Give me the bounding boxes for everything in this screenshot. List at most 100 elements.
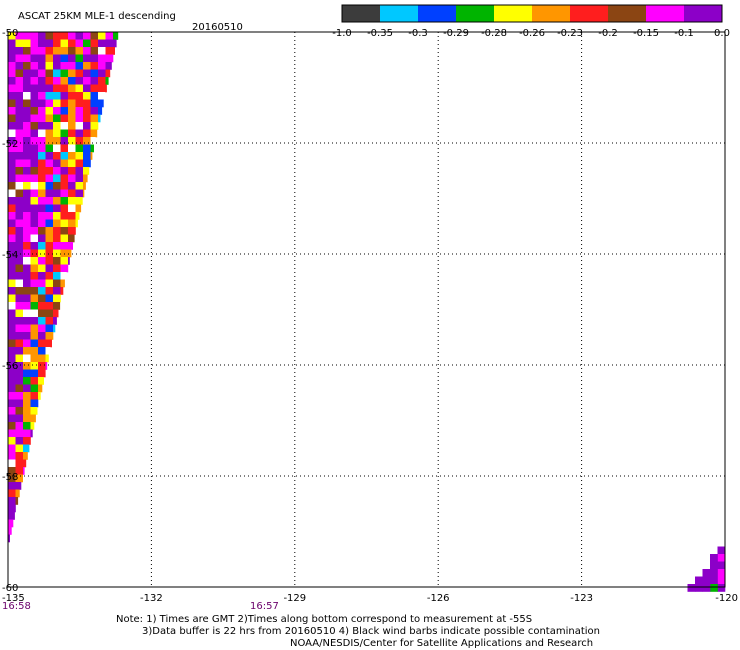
data-cell (30, 399, 39, 408)
data-cell (90, 122, 99, 130)
data-cell (8, 249, 16, 258)
data-cell (38, 369, 46, 378)
colorbar-label: -0.29 (443, 28, 469, 39)
data-cell (8, 84, 16, 93)
data-cell (15, 204, 24, 213)
data-cell (8, 377, 16, 385)
data-cell (15, 384, 24, 393)
data-cell (60, 212, 69, 220)
data-cell (15, 489, 20, 498)
data-cell (38, 317, 46, 325)
data-cell (68, 62, 76, 70)
data-cell (30, 242, 39, 250)
data-cells (8, 32, 726, 592)
data-cell (75, 107, 84, 115)
data-cell (15, 272, 24, 280)
data-cell (38, 167, 46, 175)
data-cell (23, 339, 31, 348)
data-cell (38, 287, 46, 295)
data-cell (8, 497, 16, 505)
data-cell (23, 459, 27, 468)
data-cell (8, 39, 16, 48)
x-tick-label: -135 (2, 593, 25, 604)
data-cell (90, 32, 99, 40)
data-cell (23, 182, 31, 190)
data-cell (53, 54, 61, 63)
data-cell (45, 287, 54, 295)
note-line-2: 3)Data buffer is 22 hrs from 20160510 4)… (142, 626, 600, 637)
data-cell (75, 159, 84, 168)
data-cell (98, 62, 106, 70)
colorbar-label: -0.28 (481, 28, 507, 39)
data-cell (38, 144, 46, 153)
data-cell (8, 129, 16, 138)
data-cell (68, 152, 76, 160)
data-cell (38, 84, 46, 93)
data-cell (90, 69, 99, 78)
data-cell (60, 279, 65, 288)
data-cell (75, 189, 84, 198)
data-cell (15, 167, 24, 175)
data-cell (53, 159, 61, 168)
data-cell (8, 519, 14, 528)
x-tick-label: -120 (715, 593, 738, 604)
data-cell (45, 39, 54, 48)
data-cell (23, 137, 31, 145)
data-cell (8, 272, 16, 280)
data-cell (8, 204, 16, 213)
data-cell (30, 77, 39, 85)
data-cell (8, 279, 16, 288)
data-cell (23, 152, 31, 160)
data-cell (105, 77, 109, 85)
data-cell (8, 92, 16, 100)
data-cell (30, 107, 39, 115)
data-cell (45, 257, 54, 265)
data-cell (83, 69, 91, 78)
data-cell (15, 324, 24, 333)
data-cell (53, 227, 61, 235)
data-cell (53, 287, 61, 295)
data-cell (83, 39, 91, 48)
data-cell (23, 92, 31, 100)
data-cell (8, 489, 16, 498)
data-cell (53, 167, 61, 175)
colorbar-label: -0.3 (408, 28, 428, 39)
data-cell (8, 512, 15, 520)
data-cell (8, 77, 16, 85)
data-cell (68, 32, 76, 40)
data-cell (30, 309, 39, 318)
data-cell (30, 414, 36, 423)
data-cell (30, 422, 35, 430)
data-cell (68, 234, 75, 243)
data-cell (15, 369, 24, 378)
data-cell (68, 129, 76, 138)
data-cell (23, 167, 31, 175)
data-cell (60, 242, 69, 250)
data-cell (15, 219, 24, 228)
data-cell (98, 54, 106, 63)
data-cell (8, 354, 16, 363)
data-cell (60, 144, 69, 153)
data-cell (60, 84, 69, 93)
time-label-1: 16:58 (2, 601, 31, 612)
data-cell (23, 384, 31, 393)
data-cell (8, 317, 16, 325)
data-cell (38, 377, 44, 385)
note-line-3: NOAA/NESDIS/Center for Satellite Applica… (290, 638, 594, 649)
data-cell (15, 497, 19, 505)
data-cell (15, 287, 24, 295)
colorbar-swatch (684, 5, 723, 22)
data-cell (15, 474, 23, 483)
data-cell (53, 69, 61, 78)
data-cell (15, 99, 24, 108)
data-cell (53, 77, 61, 85)
data-cell (30, 99, 39, 108)
data-cell (68, 84, 76, 93)
data-cell (98, 114, 101, 123)
data-cell (15, 414, 24, 423)
data-cell (38, 257, 46, 265)
x-tick-label: -123 (570, 593, 593, 604)
data-cell (30, 362, 39, 370)
data-cell (38, 137, 46, 145)
data-cell (15, 159, 24, 168)
